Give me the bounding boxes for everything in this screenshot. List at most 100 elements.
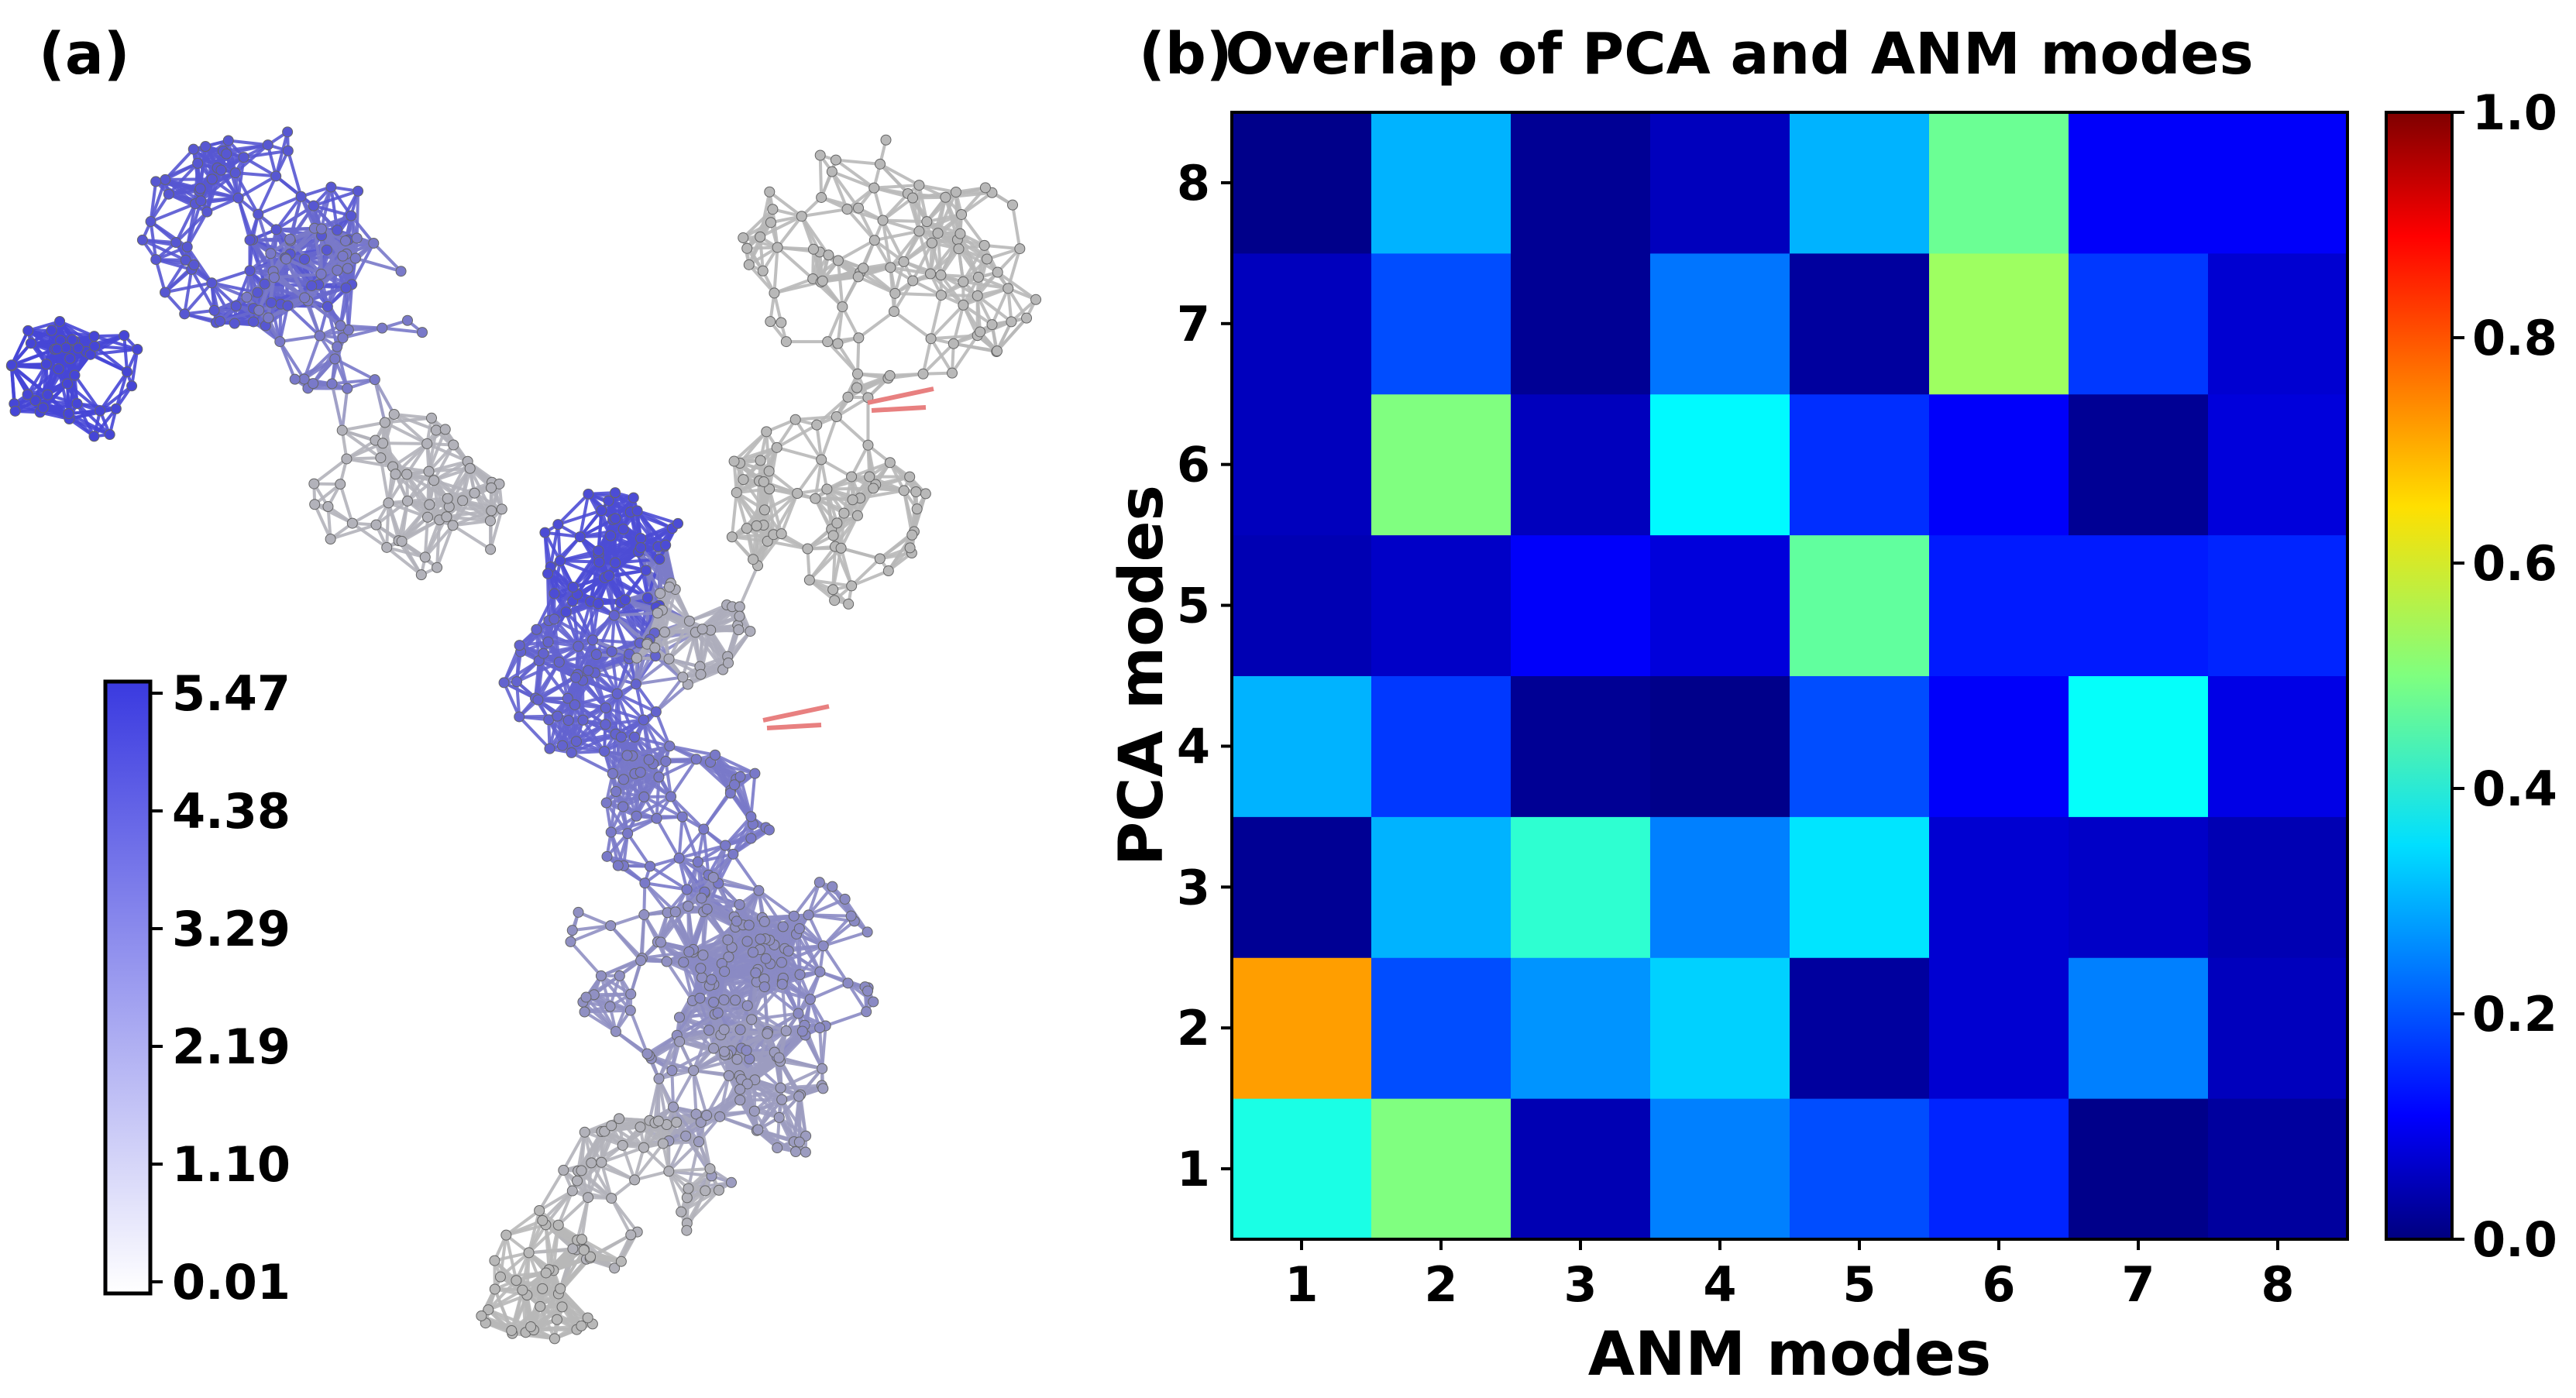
- network-edge: [325, 306, 339, 348]
- network-edge: [614, 791, 630, 834]
- network-edge: [748, 263, 776, 294]
- network-edge: [667, 620, 691, 660]
- network-edge: [659, 911, 677, 943]
- network-edge: [986, 247, 1020, 261]
- network-edge: [489, 508, 504, 550]
- network-edge: [400, 500, 410, 542]
- network-edge: [373, 379, 396, 415]
- network-edge: [573, 703, 607, 726]
- network-edge: [654, 630, 696, 650]
- network-edge: [393, 413, 428, 445]
- network-edge: [342, 421, 386, 432]
- network-edge: [631, 497, 643, 539]
- network-edge: [859, 489, 905, 500]
- network-edge: [750, 986, 766, 1021]
- network-edge: [313, 483, 342, 506]
- network-edge: [776, 246, 814, 280]
- network-edge: [779, 1056, 823, 1070]
- network-edge: [753, 1032, 769, 1080]
- network-edge: [236, 198, 252, 241]
- network-edge: [960, 213, 986, 247]
- network-edge: [836, 306, 844, 344]
- network-edge: [10, 330, 29, 366]
- network-edge: [984, 243, 1020, 251]
- network-edge: [199, 171, 236, 191]
- network-edge: [349, 215, 375, 245]
- network-edge: [702, 792, 732, 830]
- network-edge: [577, 614, 616, 648]
- network-edge: [313, 457, 348, 486]
- network-edge: [921, 338, 933, 375]
- network-edge: [772, 247, 779, 294]
- network-edge: [288, 196, 303, 240]
- network-edge: [719, 1115, 759, 1132]
- network-edge: [749, 773, 757, 817]
- network-edge: [341, 428, 382, 459]
- network-edge: [620, 736, 650, 761]
- network-edge: [831, 548, 843, 590]
- network-edge: [213, 295, 248, 312]
- network-edge: [655, 817, 681, 859]
- network-edge: [780, 1086, 824, 1091]
- network-edge: [657, 1040, 681, 1080]
- network-edge: [723, 940, 749, 973]
- network-edge: [841, 546, 881, 561]
- network-edge: [672, 1070, 695, 1108]
- network-edge: [46, 373, 76, 397]
- network-edge: [400, 540, 423, 576]
- network-edge: [191, 149, 202, 189]
- network-edge: [461, 468, 472, 501]
- network-edge: [615, 775, 660, 793]
- network-edge: [573, 704, 578, 742]
- network-edge: [801, 208, 848, 218]
- network-edge: [609, 924, 642, 962]
- network-edge: [768, 488, 783, 534]
- network-edge: [299, 195, 323, 230]
- network-edge: [557, 509, 602, 527]
- network-edge: [340, 388, 349, 431]
- network-edge: [636, 509, 679, 525]
- network-edge: [604, 723, 629, 757]
- network-edge: [569, 940, 603, 977]
- network-edge: [535, 627, 580, 648]
- network-edge: [608, 568, 647, 578]
- network-edge: [713, 1001, 752, 1022]
- network-edge: [836, 260, 844, 307]
- network-edge: [274, 195, 303, 231]
- network-edge: [332, 378, 376, 386]
- network-edge: [616, 692, 657, 713]
- network-edge: [600, 974, 632, 996]
- network-edge: [114, 371, 129, 410]
- network-edge: [279, 334, 320, 344]
- network-edge: [313, 503, 332, 540]
- network-edge: [372, 242, 403, 273]
- network-edge: [815, 424, 824, 460]
- network-edge: [679, 843, 726, 860]
- network-edge: [330, 523, 377, 541]
- network-edge: [543, 644, 579, 655]
- network-edge: [427, 428, 447, 472]
- network-edge: [538, 698, 576, 706]
- network-edge: [881, 219, 906, 263]
- network-edge: [669, 758, 698, 798]
- network-edge: [787, 950, 821, 974]
- network-edge: [826, 475, 870, 491]
- network-edge: [614, 1030, 648, 1056]
- network-edge: [287, 304, 322, 338]
- network-edge: [542, 618, 556, 654]
- network-edge: [600, 974, 632, 1012]
- network-edge: [387, 473, 408, 504]
- network-edge: [763, 985, 800, 1015]
- network-edge: [714, 753, 756, 775]
- network-edge: [423, 517, 429, 558]
- network-edge: [776, 423, 818, 449]
- network-edge: [174, 203, 197, 243]
- network-edge: [692, 1070, 698, 1115]
- network-edge: [183, 269, 194, 314]
- network-edge: [658, 558, 662, 594]
- network-edge: [645, 881, 687, 891]
- network-edge: [355, 256, 402, 273]
- network-edge: [678, 828, 705, 860]
- network-edge: [810, 981, 849, 1001]
- network-edge: [893, 261, 906, 294]
